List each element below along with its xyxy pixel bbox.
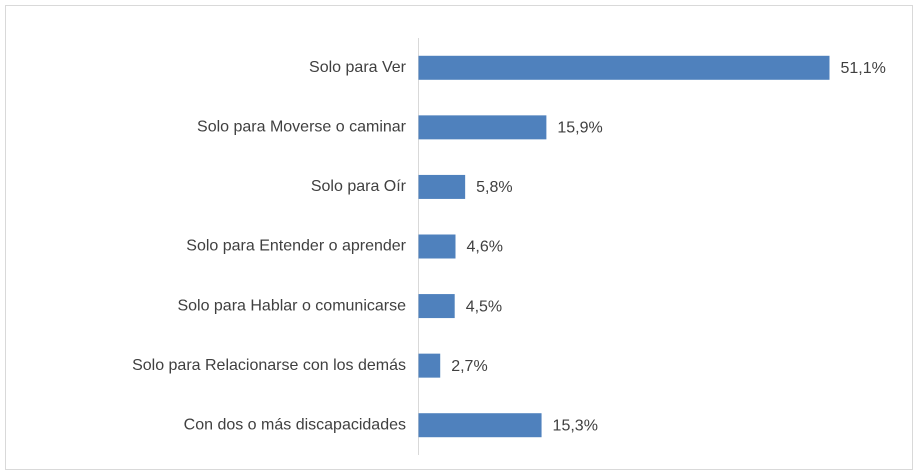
category-label: Solo para Hablar o comunicarse [177, 297, 406, 314]
bar [418, 353, 441, 378]
bar [418, 115, 547, 140]
category-label: Solo para Entender o aprender [186, 238, 406, 255]
data-label: 5,8% [476, 179, 512, 196]
category-label: Con dos o más discapacidades [184, 416, 406, 433]
data-label: 4,5% [466, 298, 502, 315]
bar [418, 413, 542, 438]
bar [418, 294, 455, 319]
data-label: 15,9% [557, 120, 602, 137]
category-label: Solo para Moverse o caminar [197, 119, 407, 136]
chart-frame [5, 5, 913, 470]
category-label: Solo para Relacionarse con los demás [132, 357, 406, 374]
category-label: Solo para Oír [311, 178, 407, 195]
bar [418, 234, 456, 259]
data-label: 51,1% [841, 60, 886, 77]
data-label: 2,7% [451, 358, 487, 375]
data-label: 15,3% [553, 417, 598, 434]
category-label: Solo para Ver [309, 59, 407, 76]
bar [418, 174, 466, 199]
data-label: 4,6% [466, 239, 502, 256]
bar [418, 55, 830, 80]
